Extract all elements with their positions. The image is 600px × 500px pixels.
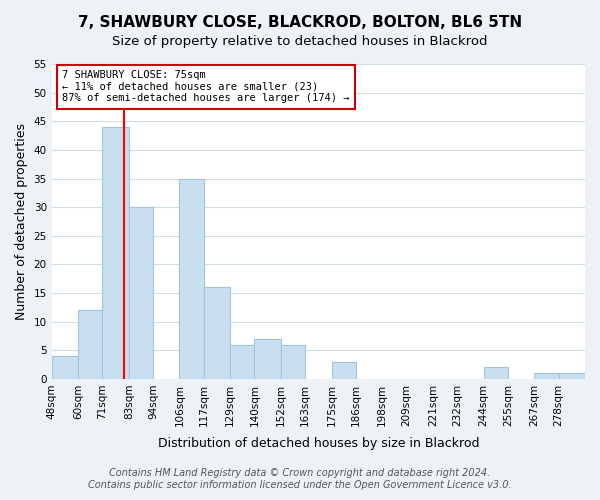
Bar	[281, 344, 305, 379]
Bar	[204, 288, 230, 379]
Bar	[484, 368, 508, 379]
Text: 7 SHAWBURY CLOSE: 75sqm
← 11% of detached houses are smaller (23)
87% of semi-de: 7 SHAWBURY CLOSE: 75sqm ← 11% of detache…	[62, 70, 350, 104]
Bar	[230, 344, 254, 379]
Bar	[332, 362, 356, 379]
Bar	[129, 207, 153, 379]
Y-axis label: Number of detached properties: Number of detached properties	[15, 123, 28, 320]
Text: Contains HM Land Registry data © Crown copyright and database right 2024.
Contai: Contains HM Land Registry data © Crown c…	[88, 468, 512, 490]
Bar	[535, 373, 559, 379]
Bar	[559, 373, 585, 379]
Bar	[179, 178, 204, 379]
Text: Size of property relative to detached houses in Blackrod: Size of property relative to detached ho…	[112, 35, 488, 48]
Bar	[52, 356, 78, 379]
Bar	[103, 127, 129, 379]
Bar	[254, 339, 281, 379]
X-axis label: Distribution of detached houses by size in Blackrod: Distribution of detached houses by size …	[158, 437, 479, 450]
Text: 7, SHAWBURY CLOSE, BLACKROD, BOLTON, BL6 5TN: 7, SHAWBURY CLOSE, BLACKROD, BOLTON, BL6…	[78, 15, 522, 30]
Bar	[78, 310, 103, 379]
